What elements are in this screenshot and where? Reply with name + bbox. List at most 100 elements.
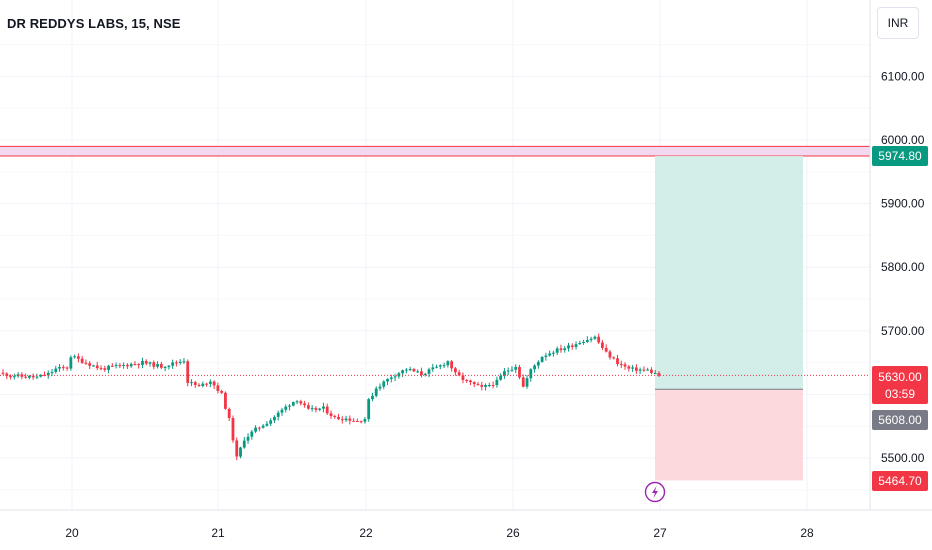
candle-body	[401, 370, 405, 374]
price-axis-label: 5900.00	[881, 197, 925, 211]
candle-body	[423, 373, 427, 375]
candle-body	[359, 421, 363, 423]
candle-body	[397, 373, 401, 377]
candle-body	[12, 376, 16, 378]
candle-body	[642, 369, 646, 371]
candle-body	[137, 364, 141, 366]
candle-body	[495, 379, 499, 386]
candle-body	[650, 369, 653, 373]
countdown-tag: 03:59	[885, 387, 915, 401]
candle-body	[144, 361, 148, 364]
candle-body	[250, 431, 254, 437]
candle-body	[80, 358, 84, 363]
candle-body	[454, 368, 457, 373]
candle-body	[257, 427, 261, 429]
candle-body	[261, 425, 265, 428]
candle-body	[92, 365, 95, 367]
candle-body	[472, 382, 476, 385]
candle-body	[73, 356, 77, 358]
candle-body	[103, 368, 107, 370]
candle-body	[35, 376, 39, 378]
candle-body	[420, 371, 423, 375]
candle-body	[152, 362, 156, 367]
candle-body	[461, 375, 465, 380]
candle-body	[544, 355, 548, 357]
chart-zones	[0, 145, 870, 481]
stop-price-tag: 5464.70	[878, 474, 922, 488]
candle-body	[465, 379, 469, 381]
candle-body	[141, 361, 144, 365]
last-price-tag: 5630.00	[878, 370, 922, 384]
candle-body	[363, 419, 367, 422]
candle-body	[646, 369, 650, 371]
candle-body	[122, 364, 126, 366]
candle-body	[295, 401, 299, 403]
candle-body	[593, 336, 597, 339]
candle-body	[355, 420, 359, 422]
candle-body	[348, 418, 352, 421]
candle-body	[163, 367, 167, 369]
candle-body	[280, 409, 284, 413]
candle-body	[382, 381, 386, 387]
symbol-title[interactable]: DR REDDYS LABS, 15, NSE	[7, 16, 181, 31]
candle-body	[148, 362, 152, 364]
long-position-stop-area[interactable]	[655, 389, 803, 481]
currency-button[interactable]: INR	[877, 7, 919, 39]
candle-body	[518, 367, 521, 378]
candle-body	[5, 373, 9, 377]
candle-body	[242, 440, 246, 448]
resistance-zone	[0, 146, 870, 157]
candle-body	[386, 378, 389, 382]
time-axis-label: 21	[211, 526, 225, 540]
candle-body	[484, 385, 487, 387]
candle-body	[623, 364, 627, 367]
candle-body	[156, 364, 159, 367]
candle-body	[95, 365, 99, 369]
candle-body	[412, 368, 416, 372]
candle-body	[190, 382, 193, 384]
candle-body	[393, 376, 397, 378]
candle-body	[510, 369, 514, 371]
candle-body	[175, 362, 178, 364]
candle-body	[608, 351, 612, 358]
candle-body	[450, 361, 454, 369]
candle-body	[1, 372, 5, 374]
candle-body	[99, 368, 103, 370]
candle-body	[239, 447, 242, 457]
candle-body	[389, 377, 393, 379]
candle-body	[159, 364, 163, 368]
candle-body	[216, 385, 220, 391]
candle-body	[231, 418, 235, 441]
candle-body	[133, 364, 137, 366]
stop-price-tag-bg	[872, 471, 928, 491]
candle-body	[491, 385, 495, 387]
candle-body	[24, 376, 28, 378]
time-axis-label: 28	[800, 526, 814, 540]
candle-body	[404, 369, 408, 371]
long-position-target-area[interactable]	[655, 156, 803, 390]
price-axis-label: 6000.00	[881, 133, 925, 147]
candle-body	[574, 344, 578, 347]
candle-body	[427, 369, 431, 374]
candle-body	[31, 375, 35, 378]
candle-body	[227, 408, 231, 419]
time-axis-label: 20	[65, 526, 79, 540]
candle-body	[77, 356, 80, 359]
candle-body	[457, 372, 461, 376]
candle-body	[50, 371, 54, 373]
candle-body	[529, 369, 533, 379]
candle-body	[254, 427, 257, 432]
candle-body	[329, 413, 333, 417]
candle-body	[299, 401, 303, 404]
candle-body	[126, 364, 129, 367]
candlestick-series	[1, 333, 661, 461]
candle-body	[367, 399, 371, 420]
candle-body	[182, 361, 186, 363]
candle-body	[585, 340, 589, 342]
entry-price-tag-bg	[872, 410, 928, 430]
candle-body	[306, 405, 310, 409]
candle-body	[559, 348, 563, 351]
candle-body	[578, 342, 582, 345]
candle-body	[567, 345, 570, 349]
